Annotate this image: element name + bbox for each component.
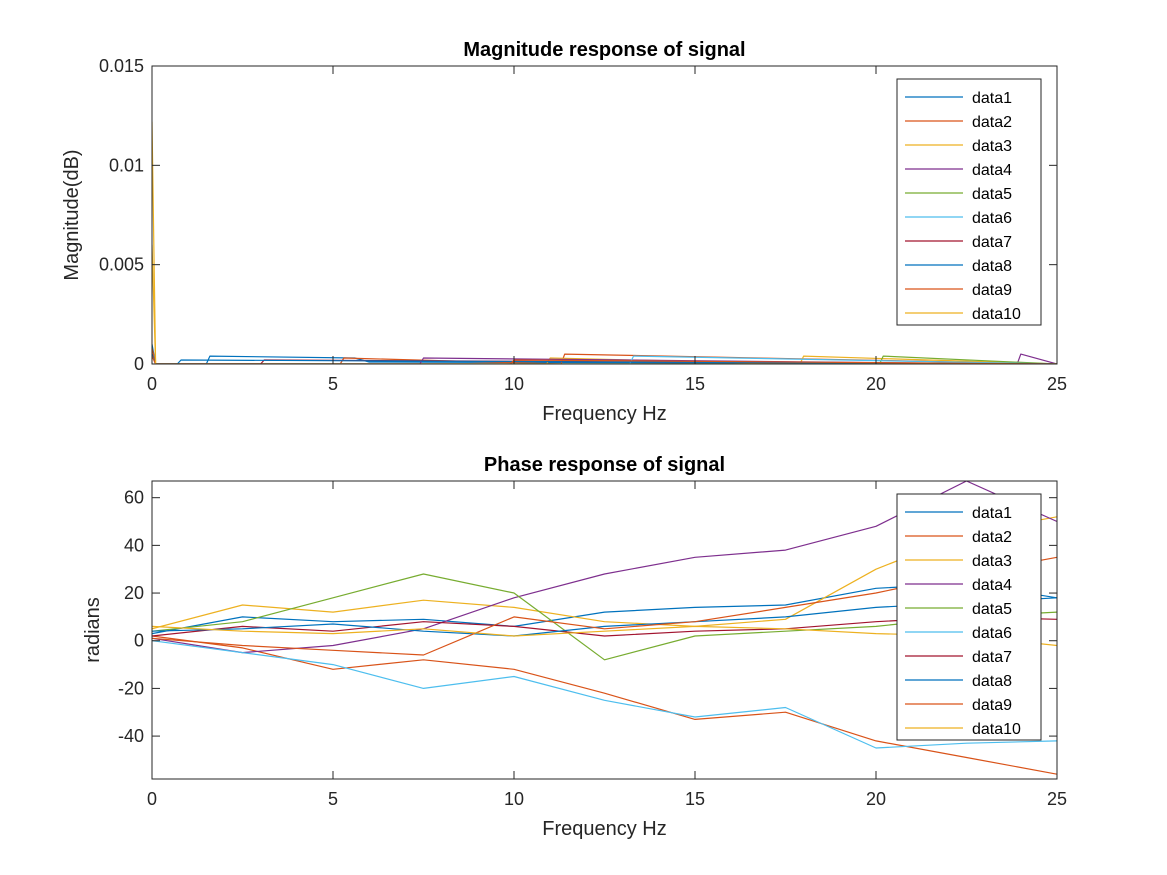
legend-label: data7 <box>972 649 1012 666</box>
legend-box <box>896 493 1042 741</box>
legend-label: data6 <box>972 210 1012 227</box>
y-tick-label: 0.015 <box>99 56 144 76</box>
series-line-data4 <box>152 353 1057 364</box>
x-axis-label: Frequency Hz <box>542 403 667 425</box>
y-tick-label: -20 <box>118 678 144 698</box>
legend: data1 data2 data3 data4 data5 data6 data7 data8… <box>896 493 1042 741</box>
series-line-data1 <box>152 343 1057 364</box>
axes-box <box>151 65 1058 365</box>
magnitude-axes: 0 5 10 15 20 25 0 0.005 0.01 0.015 Magnitude respo… <box>61 39 1067 425</box>
x-tick-label: 5 <box>328 789 338 809</box>
legend-label: data5 <box>972 186 1012 203</box>
y-tick-label: 0 <box>134 631 144 651</box>
y-tick-label: 0.01 <box>109 155 144 175</box>
chart-title: Magnitude response of signal <box>463 39 745 61</box>
legend-box <box>896 78 1042 326</box>
series-line-data3 <box>152 244 1057 364</box>
series-line-data6 <box>152 640 1057 749</box>
legend-label: data2 <box>972 114 1012 131</box>
legend-label: data6 <box>972 625 1012 642</box>
legend-label: data5 <box>972 601 1012 618</box>
y-tick-label: 60 <box>124 488 144 508</box>
y-tick-label: 20 <box>124 583 144 603</box>
x-tick-label: 0 <box>147 789 157 809</box>
y-tick-label: 0.005 <box>99 255 144 275</box>
x-tick-label: 0 <box>147 374 157 394</box>
y-tick-label: 40 <box>124 535 144 555</box>
y-tick-label: 0 <box>134 354 144 374</box>
x-axis-label: Frequency Hz <box>542 818 667 840</box>
x-tick-label: 25 <box>1047 374 1067 394</box>
x-tick-label: 5 <box>328 374 338 394</box>
legend-label: data3 <box>972 138 1012 155</box>
legend-label: data1 <box>972 90 1012 107</box>
y-axis-label: radians <box>82 597 104 663</box>
legend-label: data10 <box>972 721 1021 738</box>
x-tick-label: 20 <box>866 374 886 394</box>
legend-label: data7 <box>972 234 1012 251</box>
legend-label: data2 <box>972 529 1012 546</box>
legend-label: data8 <box>972 673 1012 690</box>
legend-label: data1 <box>972 505 1012 522</box>
series-line-data10 <box>152 121 1057 364</box>
legend: data1 data2 data3 data4 data5 data6 data7 data8… <box>896 78 1042 326</box>
legend-label: data4 <box>972 162 1012 179</box>
x-tick-label: 10 <box>504 789 524 809</box>
legend-label: data8 <box>972 258 1012 275</box>
legend-label: data3 <box>972 553 1012 570</box>
x-tick-label: 15 <box>685 789 705 809</box>
x-tick-label: 25 <box>1047 789 1067 809</box>
legend-label: data4 <box>972 577 1012 594</box>
phase-axes: 0 5 10 15 20 25 -40 -20 0 20 40 60 Phase response of… <box>82 454 1067 840</box>
legend-label: data9 <box>972 697 1012 714</box>
x-tick-label: 20 <box>866 789 886 809</box>
x-tick-label: 15 <box>685 374 705 394</box>
chart-title: Phase response of signal <box>484 454 725 476</box>
y-axis-label: Magnitude(dB) <box>61 149 83 280</box>
axes-box <box>151 480 1058 780</box>
y-tick-label: -40 <box>118 726 144 746</box>
legend-label: data9 <box>972 282 1012 299</box>
legend-label: data10 <box>972 306 1021 323</box>
x-tick-label: 10 <box>504 374 524 394</box>
series-line-data2 <box>152 347 1057 364</box>
